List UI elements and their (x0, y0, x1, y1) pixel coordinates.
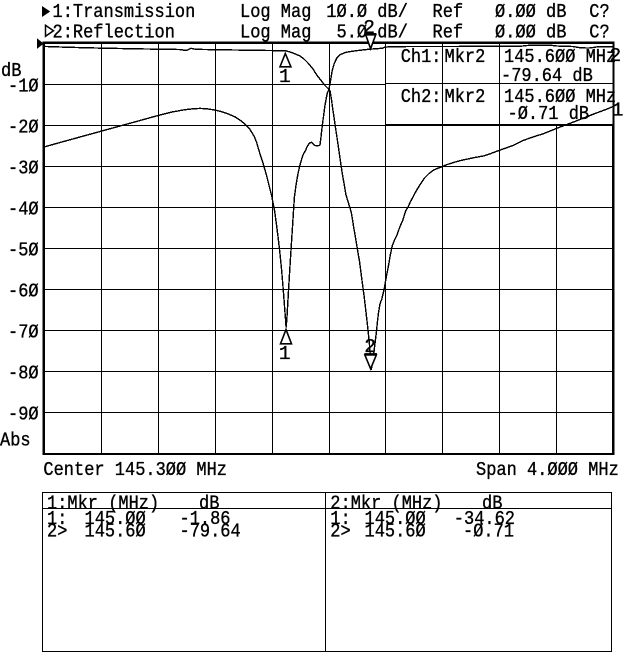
svg-text:-3Ø: -3Ø (8, 158, 39, 180)
svg-text:-6Ø: -6Ø (8, 281, 39, 303)
svg-text:dB: dB (199, 492, 219, 514)
svg-text:Abs: Abs (0, 430, 31, 452)
svg-text:-2Ø: -2Ø (8, 117, 39, 139)
svg-text:-1Ø: -1Ø (8, 76, 39, 98)
svg-text:-Ø.71: -Ø.71 (463, 521, 514, 543)
svg-text:-9Ø: -9Ø (8, 404, 39, 426)
svg-text:Ø.ØØ dB: Ø.ØØ dB (495, 21, 566, 43)
svg-text:-Ø.71 dB: -Ø.71 dB (508, 103, 590, 125)
svg-text:-5Ø: -5Ø (8, 240, 39, 262)
svg-text:Center 145.3ØØ MHz: Center 145.3ØØ MHz (43, 459, 227, 481)
svg-text:2>: 2> (47, 521, 67, 543)
svg-text:C?: C? (589, 1, 609, 23)
svg-text:145.6ØØ MHz: 145.6ØØ MHz (504, 46, 616, 68)
svg-text:-4Ø: -4Ø (8, 199, 39, 221)
svg-text:Ref: Ref (433, 1, 464, 23)
svg-text:C?: C? (589, 21, 609, 43)
svg-text:145.ØØ: 145.ØØ (85, 508, 146, 530)
svg-text:1:Mkr (MHz): 1:Mkr (MHz) (47, 492, 159, 514)
svg-text:1Ø.Ø dB/: 1Ø.Ø dB/ (326, 1, 408, 23)
svg-text:Log Mag: Log Mag (240, 1, 311, 23)
svg-text:2:Mkr (MHz): 2:Mkr (MHz) (330, 492, 442, 514)
svg-text:1: 1 (612, 100, 624, 122)
svg-text:1:Transmission: 1:Transmission (53, 1, 196, 23)
svg-text:1:: 1: (47, 508, 67, 530)
svg-text:Mkr2: Mkr2 (445, 86, 486, 108)
svg-text:2:Reflection: 2:Reflection (53, 21, 175, 43)
svg-text:-7Ø: -7Ø (8, 322, 39, 344)
svg-text:dB: dB (482, 492, 502, 514)
svg-text:Ch2:: Ch2: (401, 86, 442, 108)
svg-text:1:: 1: (330, 508, 350, 530)
svg-text:Ø.ØØ dB: Ø.ØØ dB (495, 1, 566, 23)
svg-text:1: 1 (279, 66, 291, 88)
svg-text:dB: dB (1, 60, 21, 82)
svg-text:2: 2 (364, 336, 376, 358)
svg-text:-8Ø: -8Ø (8, 363, 39, 385)
svg-text:Log Mag: Log Mag (240, 21, 311, 43)
svg-text:Ref: Ref (433, 21, 464, 43)
svg-text:-1.86: -1.86 (180, 508, 231, 530)
svg-text:-34.62: -34.62 (454, 508, 515, 530)
svg-text:2: 2 (610, 45, 622, 67)
svg-text:1: 1 (279, 343, 291, 365)
svg-text:Span 4.ØØØ MHz: Span 4.ØØØ MHz (476, 459, 619, 481)
svg-text:145.6Ø: 145.6Ø (85, 521, 146, 543)
svg-text:Mkr2: Mkr2 (445, 46, 486, 68)
svg-text:-79.64 dB: -79.64 dB (501, 65, 593, 87)
svg-text:2>: 2> (330, 521, 350, 543)
svg-text:145.6Ø: 145.6Ø (365, 521, 426, 543)
svg-text:145.ØØ: 145.ØØ (365, 508, 426, 530)
svg-text:-79.64: -79.64 (180, 521, 241, 543)
svg-text:145.6ØØ MHz: 145.6ØØ MHz (504, 86, 616, 108)
svg-text:2: 2 (363, 17, 375, 39)
svg-text:Ch1:: Ch1: (401, 46, 442, 68)
svg-text:5.Ø dB/: 5.Ø dB/ (337, 21, 408, 43)
